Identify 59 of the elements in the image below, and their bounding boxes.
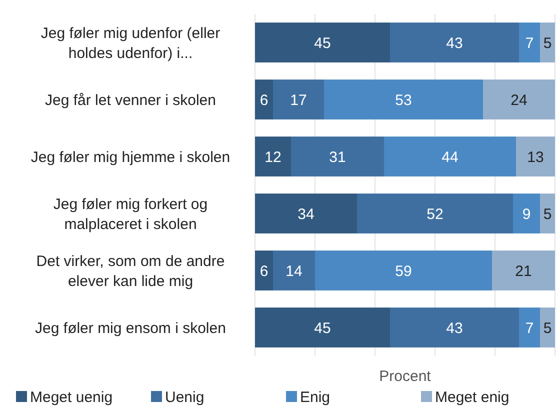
y-tick-label: Jeg føler mig udenfor (eller holdes udenfor) i... bbox=[40, 24, 220, 62]
bar bbox=[255, 194, 357, 234]
data-label: 45 bbox=[314, 34, 331, 52]
legend-label: Enig bbox=[300, 389, 330, 406]
data-label: 17 bbox=[290, 92, 307, 109]
data-label: 7 bbox=[525, 320, 534, 337]
data-label: 52 bbox=[426, 206, 444, 223]
y-tick-label: Jeg får let venner i skolen bbox=[45, 92, 216, 109]
data-label: 21 bbox=[515, 262, 532, 280]
data-label: 5 bbox=[543, 206, 552, 223]
y-tick-label: Det virker, som om de andre elever kan lide mig bbox=[36, 252, 225, 290]
bar bbox=[255, 22, 390, 62]
legend-label: Meget enig bbox=[435, 389, 510, 406]
y-tick-label: Jeg føler mig forkert og malplaceret i skolen bbox=[53, 196, 208, 233]
data-label: 7 bbox=[525, 34, 534, 52]
data-label: 6 bbox=[260, 92, 268, 109]
data-label: 9 bbox=[522, 206, 531, 223]
bar bbox=[513, 194, 540, 234]
y-tick-label: Jeg føler mig hjemme i skolen bbox=[30, 148, 230, 166]
bar bbox=[357, 194, 513, 234]
data-label: 34 bbox=[298, 206, 314, 223]
bar bbox=[540, 308, 555, 348]
data-label: 43 bbox=[446, 320, 463, 337]
legend-label: Meget uenig bbox=[30, 389, 113, 406]
data-label: 24 bbox=[510, 92, 528, 109]
data-label: 12 bbox=[264, 148, 282, 166]
data-label: 14 bbox=[286, 262, 302, 280]
bar bbox=[384, 136, 516, 176]
bar bbox=[255, 250, 273, 290]
bar bbox=[540, 194, 555, 234]
data-label: 43 bbox=[446, 34, 463, 52]
bar bbox=[324, 80, 483, 120]
bar bbox=[255, 308, 390, 348]
bar bbox=[519, 22, 540, 62]
data-label: 5 bbox=[543, 320, 552, 337]
legend-label: Uenig bbox=[165, 389, 204, 406]
bar bbox=[390, 22, 519, 62]
bar bbox=[390, 308, 519, 348]
data-label: 53 bbox=[395, 92, 412, 109]
bar bbox=[273, 80, 324, 120]
bar bbox=[483, 80, 555, 120]
data-label: 5 bbox=[543, 34, 552, 52]
data-label: 31 bbox=[329, 148, 346, 166]
bar bbox=[540, 22, 555, 62]
y-tick-label: Jeg føler mig ensom i skolen bbox=[35, 320, 226, 337]
x-axis-title: Procent bbox=[379, 368, 432, 385]
data-label: 45 bbox=[314, 320, 331, 337]
bar bbox=[315, 250, 492, 290]
bar bbox=[519, 308, 540, 348]
data-label: 13 bbox=[527, 148, 544, 166]
bar bbox=[516, 136, 555, 176]
data-label: 44 bbox=[442, 148, 458, 166]
bar bbox=[255, 136, 291, 176]
data-label: 59 bbox=[395, 262, 412, 280]
bar bbox=[291, 136, 384, 176]
bar bbox=[492, 250, 555, 290]
bar bbox=[273, 250, 315, 290]
bar bbox=[255, 80, 273, 120]
data-label: 6 bbox=[260, 262, 268, 280]
